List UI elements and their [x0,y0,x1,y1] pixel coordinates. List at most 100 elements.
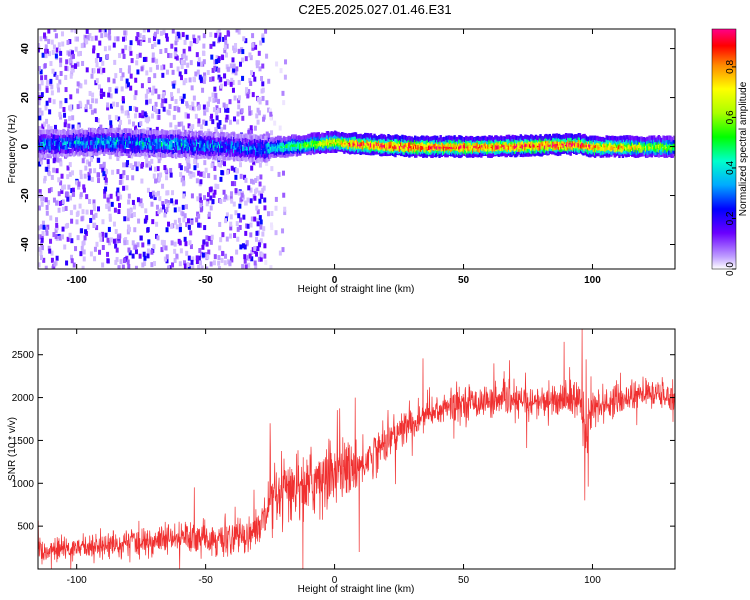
heatmap-cell [51,49,55,55]
heatmap-cell [162,204,166,210]
heatmap-cell [66,165,70,171]
heatmap-cell [119,194,123,200]
heatmap-cell [222,36,226,42]
heatmap-cell [203,195,207,201]
heatmap-cell [226,107,230,113]
heatmap-cell [257,50,261,56]
heatmap-cell [122,185,126,191]
heatmap-cell [270,130,274,136]
heatmap-cell [233,167,237,173]
heatmap-cell [256,97,260,103]
heatmap-cell [155,211,159,217]
heatmap-cell [86,99,90,105]
heatmap-cell [234,70,238,76]
heatmap-cell [66,174,70,180]
heatmap-cell [167,53,171,59]
heatmap-cell [40,110,44,116]
heatmap-cell [287,139,290,145]
heatmap-cell [87,171,91,177]
heatmap-cell [160,102,164,108]
heatmap-cell [185,34,189,40]
heatmap-cell [134,249,138,255]
heatmap-cell [47,245,51,251]
heatmap-cell [115,191,119,197]
heatmap-cell [113,59,117,65]
heatmap-cell [394,152,397,158]
heatmap-cell [109,93,113,99]
heatmap-cell [178,222,182,228]
heatmap-cell [185,222,189,228]
heatmap-cell [158,155,162,161]
heatmap-cell [58,79,62,85]
heatmap-cell [233,95,237,101]
heatmap-cell [99,93,103,99]
heatmap-cell [41,52,45,58]
heatmap-cell [224,107,228,113]
heatmap-cell [239,144,243,149]
heatmap-cell [64,205,68,211]
heatmap-cell [53,29,57,32]
heatmap-cell [401,134,404,140]
heatmap-cell [163,212,167,218]
heatmap-cell [156,166,160,172]
heatmap-cell [88,33,92,39]
heatmap-cell [165,33,169,39]
heatmap-cell [247,89,251,95]
heatmap-cell [70,54,74,60]
heatmap-cell [90,209,94,215]
heatmap-cell [50,90,54,96]
heatmap-cell [77,51,81,57]
heatmap-cell [90,36,94,42]
heatmap-cell [214,129,218,135]
heatmap-cell [63,112,67,118]
heatmap-cell [181,204,185,210]
heatmap-cell [230,198,234,204]
heatmap-cell [186,262,190,268]
heatmap-cell [54,234,58,240]
heatmap-cell [108,114,112,120]
heatmap-cell [386,141,389,147]
heatmap-cell [159,207,163,213]
heatmap-cell [248,77,252,83]
heatmap-cell [251,71,255,77]
heatmap-cell [148,162,152,168]
heatmap-cell [215,59,219,65]
heatmap-cell [200,130,203,135]
heatmap-cell [77,134,80,139]
heatmap-cell [253,245,257,251]
heatmap-cell [235,249,239,255]
heatmap-cell [236,119,240,125]
heatmap-cell [219,76,223,82]
heatmap-cell [134,125,138,131]
heatmap-cell [218,245,222,251]
heatmap-cell [193,159,197,165]
heatmap-cell [184,113,188,119]
heatmap-cell [153,195,157,201]
heatmap-cell [88,161,92,167]
heatmap-cell [213,254,217,260]
heatmap-cell [177,217,181,223]
heatmap-cell [224,253,228,259]
heatmap-cell [215,115,219,121]
heatmap-cell [69,254,73,260]
heatmap-cell [147,37,151,43]
heatmap-cell [242,36,246,42]
heatmap-cell [255,63,259,69]
heatmap-cell [121,96,125,102]
heatmap-cell [277,171,281,177]
heatmap-cell [144,208,148,214]
heatmap-cell [195,255,199,261]
heatmap-cell [179,139,182,144]
heatmap-cell [162,29,166,35]
heatmap-cell [122,162,126,168]
heatmap-cell [82,240,86,246]
heatmap-cell [78,50,82,56]
heatmap-cell [112,101,116,107]
heatmap-cell [145,154,149,160]
heatmap-cell [61,41,65,47]
heatmap-cell [69,73,73,79]
heatmap-cell [255,175,259,181]
heatmap-cell [295,146,298,152]
heatmap-cell [278,250,282,256]
heatmap-cell [248,110,252,116]
